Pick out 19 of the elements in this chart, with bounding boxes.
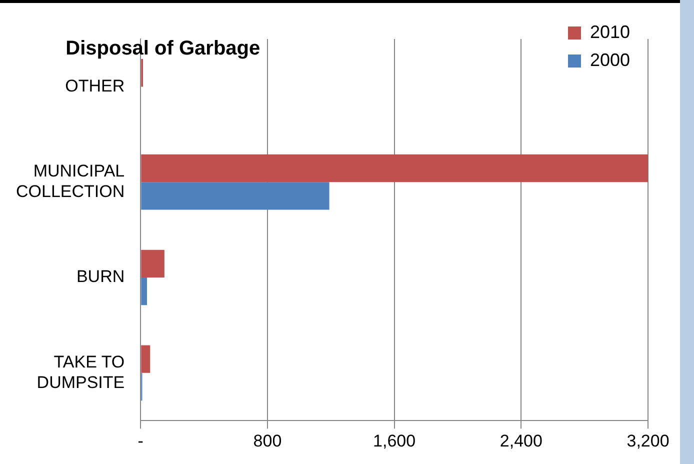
x-tick-label: 1,600 (373, 431, 416, 450)
category-label: DUMPSITE (36, 372, 125, 392)
chart-title: Disposal of Garbage (66, 38, 260, 60)
bar (141, 182, 330, 210)
bar (141, 154, 648, 182)
x-tick-label: 2,400 (500, 431, 542, 450)
category-label: TAKE TO (54, 352, 125, 372)
x-tick-label: 3,200 (626, 431, 670, 450)
category-label: COLLECTION (16, 182, 125, 201)
category-label: BURN (76, 267, 125, 286)
category-label: MUNICIPAL (33, 162, 125, 181)
bar (141, 250, 164, 278)
legend-label: 2000 (590, 50, 630, 70)
category-label: OTHER (65, 76, 125, 96)
legend-label: 2010 (590, 22, 630, 42)
bar (141, 345, 150, 373)
x-tick-label: - (138, 431, 144, 450)
x-tick-label: 800 (253, 431, 282, 450)
bar (141, 278, 147, 306)
